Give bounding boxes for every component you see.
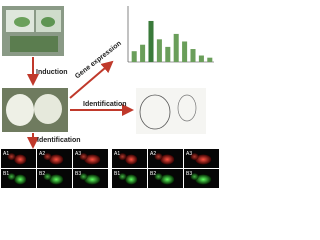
- cell: [125, 174, 138, 185]
- cell: [118, 173, 127, 181]
- cell: [195, 154, 212, 165]
- bar: [190, 49, 196, 62]
- cell: [84, 174, 101, 185]
- cell: [49, 174, 64, 185]
- cell: [79, 153, 88, 161]
- cell: [79, 173, 88, 181]
- cell: [118, 153, 127, 161]
- panel-label: B3: [75, 171, 81, 177]
- cell: [49, 154, 64, 165]
- leaf-photo: [2, 6, 64, 56]
- mini-chart: [127, 6, 214, 63]
- cell: [125, 154, 138, 165]
- arrow: [69, 60, 114, 99]
- cell: [43, 153, 52, 161]
- panel-label: B2: [150, 171, 156, 177]
- cell: [14, 174, 27, 185]
- cell: [43, 173, 52, 181]
- bar: [182, 41, 188, 62]
- panel-label: B3: [186, 171, 192, 177]
- graphical-abstract: Induction Gene expression Identification…: [1, 6, 219, 188]
- cell: [84, 154, 101, 165]
- callus-photo: [2, 88, 68, 132]
- label: Identification: [37, 137, 81, 144]
- bar: [207, 57, 213, 62]
- label: Induction: [36, 69, 68, 76]
- bar: [165, 46, 171, 62]
- panel-label: B1: [114, 171, 120, 177]
- bar: [131, 51, 137, 62]
- bar: [148, 20, 154, 62]
- cell: [160, 174, 175, 185]
- panel-label: A3: [75, 151, 81, 157]
- bar: [198, 55, 204, 62]
- panel-label: B1: [3, 171, 9, 177]
- panel-label: A1: [114, 151, 120, 157]
- cell: [160, 154, 175, 165]
- panel-label: A3: [186, 151, 192, 157]
- bar: [173, 33, 179, 62]
- cell: [7, 153, 16, 161]
- panel-label: B2: [39, 171, 45, 177]
- panel-label: A1: [3, 151, 9, 157]
- bar: [156, 39, 162, 62]
- cell: [14, 154, 27, 165]
- cell-micrograph: [136, 88, 206, 134]
- cell: [154, 153, 163, 161]
- cell: [7, 173, 16, 181]
- fluorescence-panels: A1 A2 A3 B1 B2 B3 A1 A2 A3 B1 B2 B3: [1, 149, 219, 188]
- cell: [190, 153, 199, 161]
- cell: [195, 174, 212, 185]
- cell: [190, 173, 199, 181]
- cell: [154, 173, 163, 181]
- panel-label: A2: [150, 151, 156, 157]
- bar: [140, 44, 146, 62]
- panel-label: A2: [39, 151, 45, 157]
- label: Identification: [83, 101, 127, 108]
